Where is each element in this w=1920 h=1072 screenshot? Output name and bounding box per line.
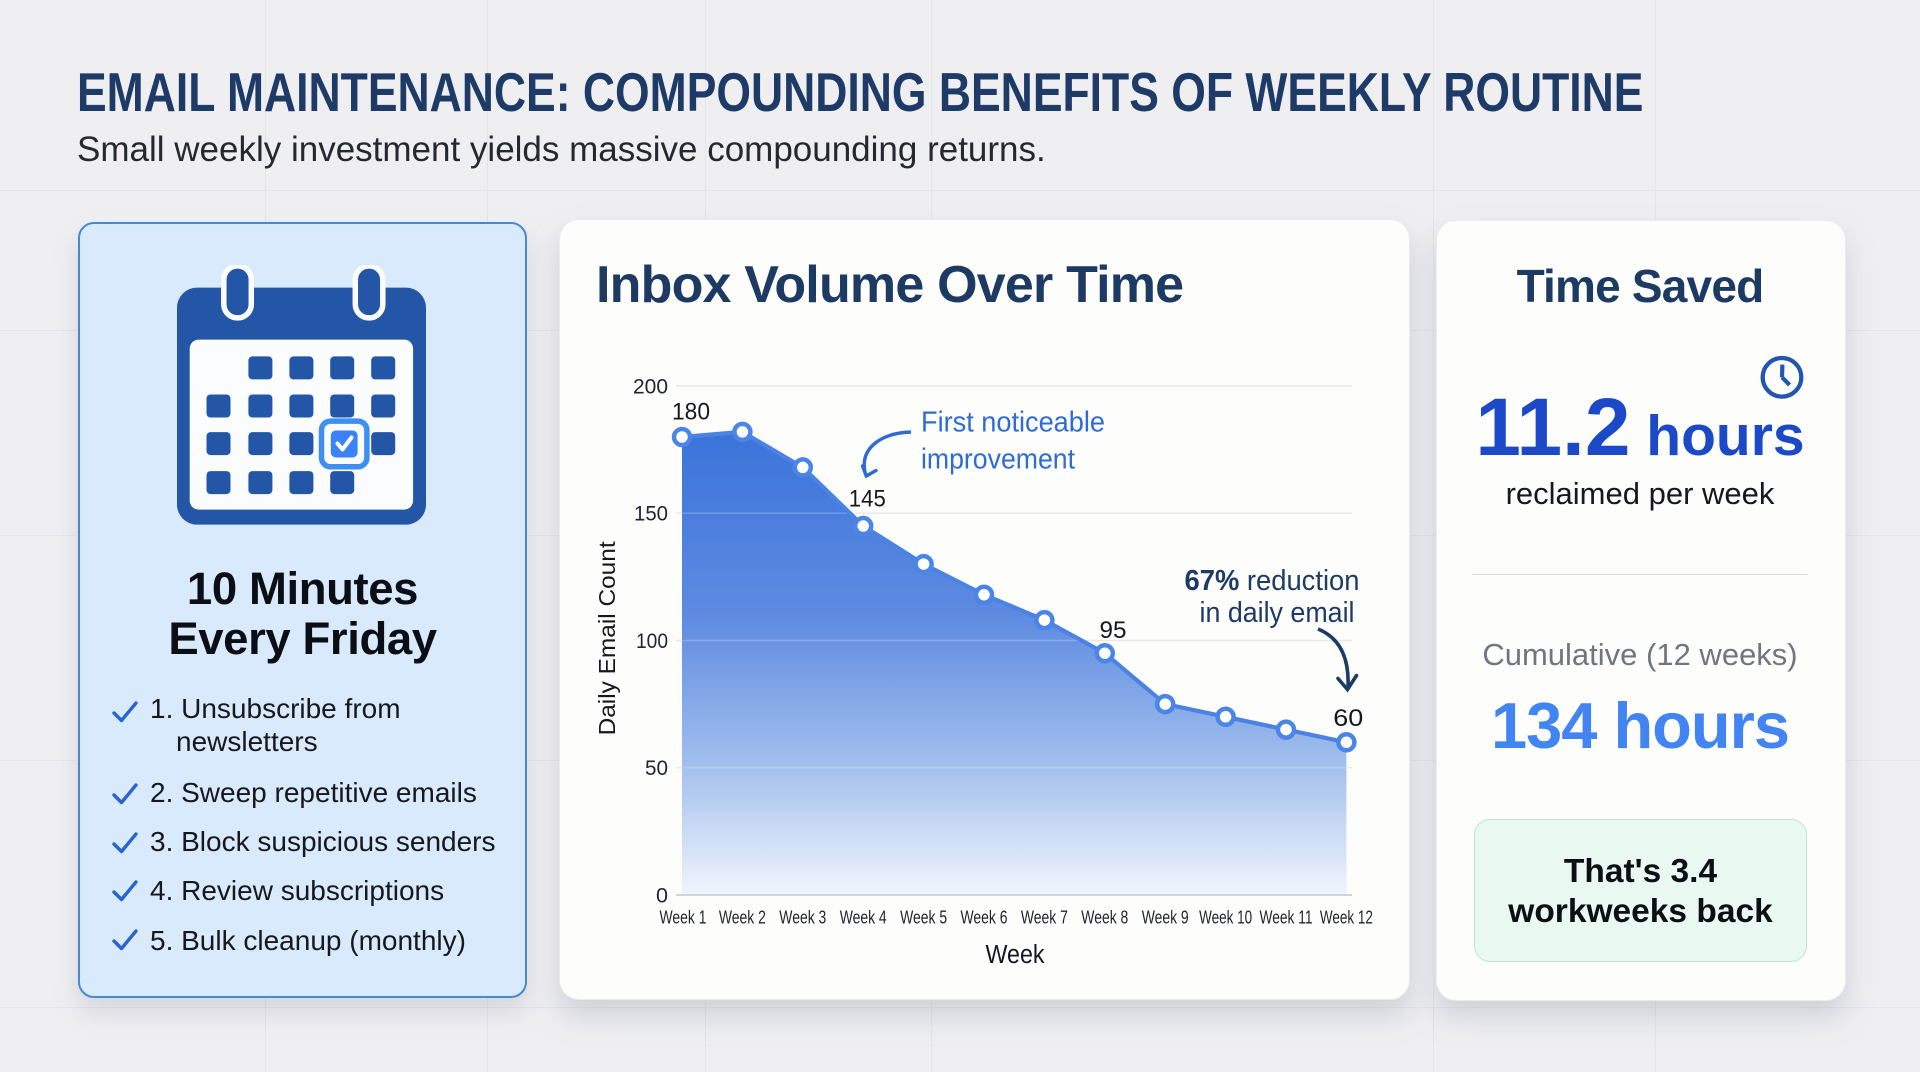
svg-text:First noticeable: First noticeable [921, 407, 1105, 439]
svg-text:Week 9: Week 9 [1142, 907, 1189, 928]
svg-text:Week 1: Week 1 [660, 907, 707, 928]
svg-text:Week 3: Week 3 [779, 907, 826, 928]
svg-text:Daily Email Count: Daily Email Count [594, 541, 620, 735]
svg-text:Week: Week [986, 941, 1045, 969]
svg-text:67% reduction: 67% reduction [1185, 565, 1360, 597]
svg-text:145: 145 [849, 486, 886, 513]
svg-text:Week 11: Week 11 [1260, 907, 1313, 928]
svg-text:Week 10: Week 10 [1199, 907, 1252, 928]
svg-text:Week 12: Week 12 [1320, 907, 1373, 928]
svg-text:60: 60 [1333, 705, 1363, 732]
svg-text:95: 95 [1100, 617, 1127, 644]
svg-text:in daily email: in daily email [1200, 597, 1355, 629]
svg-text:Week 4: Week 4 [840, 907, 887, 928]
svg-text:180: 180 [672, 399, 710, 426]
svg-text:200: 200 [633, 376, 668, 399]
svg-text:Week 8: Week 8 [1081, 907, 1128, 928]
svg-text:150: 150 [634, 503, 668, 526]
svg-text:100: 100 [636, 630, 668, 653]
svg-text:Week 7: Week 7 [1021, 907, 1068, 928]
svg-text:Week 2: Week 2 [719, 907, 766, 928]
svg-text:0: 0 [656, 885, 668, 908]
svg-text:Week 6: Week 6 [961, 907, 1008, 928]
svg-text:Week 5: Week 5 [900, 907, 947, 928]
svg-text:50: 50 [645, 757, 668, 780]
svg-text:improvement: improvement [921, 444, 1075, 476]
